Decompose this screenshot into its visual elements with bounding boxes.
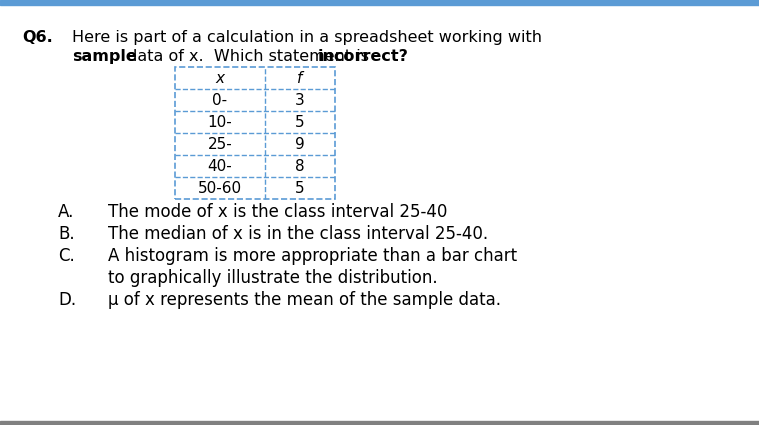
Text: The median of x is in the class interval 25-40.: The median of x is in the class interval…: [108, 225, 488, 243]
Text: 8: 8: [295, 159, 305, 173]
Text: incorrect?: incorrect?: [318, 49, 409, 64]
Text: μ of x represents the mean of the sample data.: μ of x represents the mean of the sample…: [108, 291, 501, 309]
Text: D.: D.: [58, 291, 76, 309]
Text: A.: A.: [58, 203, 74, 221]
Text: 50-60: 50-60: [198, 181, 242, 196]
Text: C.: C.: [58, 247, 74, 265]
Text: 40-: 40-: [208, 159, 232, 173]
Text: Q6.: Q6.: [22, 30, 52, 45]
Text: 3: 3: [295, 93, 305, 108]
Text: 5: 5: [295, 114, 305, 130]
Bar: [0, 0, 759, 5]
Bar: [0, 421, 759, 425]
Text: Here is part of a calculation in a spreadsheet working with: Here is part of a calculation in a sprea…: [72, 30, 542, 45]
Text: 0-: 0-: [213, 93, 228, 108]
Text: sample: sample: [72, 49, 137, 64]
Text: 9: 9: [295, 136, 305, 151]
Text: to graphically illustrate the distribution.: to graphically illustrate the distributi…: [108, 269, 438, 287]
Text: 10-: 10-: [208, 114, 232, 130]
Bar: [175, 67, 335, 199]
Text: The mode of x is the class interval 25-40: The mode of x is the class interval 25-4…: [108, 203, 447, 221]
Text: f: f: [298, 71, 303, 85]
Text: 25-: 25-: [208, 136, 232, 151]
Text: 5: 5: [295, 181, 305, 196]
Text: data of x.  Which statement is: data of x. Which statement is: [122, 49, 374, 64]
Text: A histogram is more appropriate than a bar chart: A histogram is more appropriate than a b…: [108, 247, 517, 265]
Text: B.: B.: [58, 225, 74, 243]
Text: x: x: [216, 71, 225, 85]
